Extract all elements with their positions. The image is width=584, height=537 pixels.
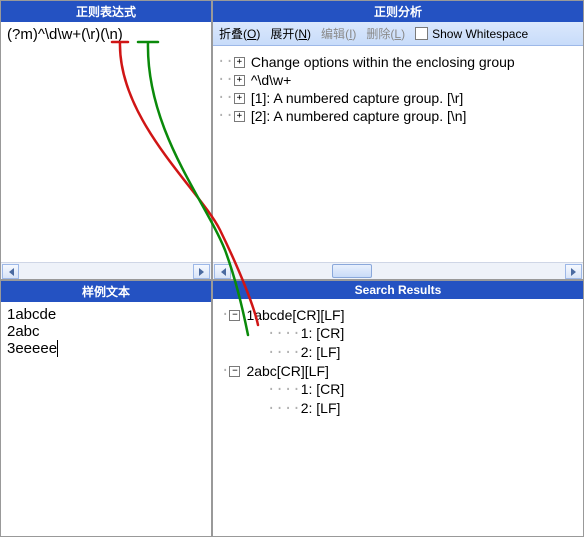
tree-line: ·· [217,108,234,124]
results-body: ·1abcde[CR][LF]····1: [CR]····2: [LF]·2a… [213,299,583,536]
result-child[interactable]: ····1: [CR] [221,325,575,342]
expand-label: 展开 [270,27,294,41]
tree-node[interactable]: ·· Change options within the enclosing gr… [217,54,579,70]
sample-line: 1abcde [7,306,205,323]
scroll-right-button[interactable] [193,264,210,279]
edit-label: 编辑 [321,27,345,41]
result-child-label: 1: [CR] [301,325,345,341]
checkbox-icon [415,27,428,40]
result-node[interactable]: · 1abcde[CR][LF] [221,307,575,323]
analysis-hscroll[interactable] [213,262,583,279]
collapse-icon[interactable] [229,310,240,321]
result-child-label: 2: [LF] [301,400,341,416]
delete-accel: L [394,27,401,41]
result-label: 1abcde[CR][LF] [246,307,344,323]
tree-label: ^\d\w+ [251,72,291,88]
tree-line: · [221,307,229,323]
sample-text-area[interactable]: 1abcde2abc3eeeee [1,302,211,536]
expand-button[interactable]: 展开(N) [270,25,311,42]
result-child[interactable]: ····2: [LF] [221,400,575,417]
panel-sample: 样例文本 1abcde2abc3eeeee [0,280,212,537]
tree-line: · [221,363,229,379]
result-node[interactable]: · 2abc[CR][LF] [221,363,575,379]
show-whitespace-checkbox[interactable]: Show Whitespace [415,27,528,41]
analysis-tree[interactable]: ·· Change options within the enclosing gr… [213,46,583,130]
analysis-toolbar: 折叠(O) 展开(N) 编辑(I) 删除(L) Show Whitespace [213,22,583,46]
panel-title-regex: 正则表达式 [1,1,211,22]
tree-node[interactable]: ·· ^\d\w+ [217,72,579,88]
delete-button: 删除(L) [366,25,405,42]
scroll-track[interactable] [20,264,192,278]
scroll-left-button[interactable] [2,264,19,279]
sample-line: 3eeeee [7,340,205,357]
regex-prefix: (?m)^\d\w+ [7,26,81,43]
collapse-icon[interactable] [229,366,240,377]
show-whitespace-label: Show Whitespace [432,27,528,41]
regex-expression[interactable]: (?m)^\d\w+(\r)(\n) [1,22,211,47]
regex-group-2: (\n) [100,26,123,43]
scroll-left-button[interactable] [214,264,231,279]
results-tree[interactable]: ·1abcde[CR][LF]····1: [CR]····2: [LF]·2a… [213,299,583,425]
tree-line: ·· [217,54,234,70]
expand-icon[interactable] [234,75,245,86]
result-child[interactable]: ····2: [LF] [221,344,575,361]
tree-label: [1]: A numbered capture group. [\r] [251,90,463,106]
regex-group-1: (\r) [81,26,100,43]
expand-icon[interactable] [234,111,245,122]
panel-regex: 正则表达式 (?m)^\d\w+(\r)(\n) [0,0,212,280]
regex-body: (?m)^\d\w+(\r)(\n) [1,22,211,262]
panel-results: Search Results ·1abcde[CR][LF]····1: [CR… [212,280,584,537]
tree-line: ···· [267,345,301,361]
tree-label: Change options within the enclosing grou… [251,54,515,70]
delete-label: 删除 [366,27,390,41]
tree-line: ·· [217,90,234,106]
tree-line: ···· [267,401,301,417]
tree-line: ···· [267,326,301,342]
scroll-track[interactable] [232,264,564,278]
panel-title-sample: 样例文本 [1,281,211,302]
sample-line: 2abc [7,323,205,340]
analysis-body: ·· Change options within the enclosing gr… [213,46,583,262]
tree-line: ·· [217,72,234,88]
result-child[interactable]: ····1: [CR] [221,381,575,398]
edit-button: 编辑(I) [321,25,356,42]
expand-icon[interactable] [234,57,245,68]
collapse-label: 折叠 [219,27,243,41]
text-caret [57,340,58,357]
panel-title-results: Search Results [213,281,583,299]
result-label: 2abc[CR][LF] [246,363,328,379]
result-child-label: 2: [LF] [301,344,341,360]
regex-hscroll[interactable] [1,262,211,279]
panel-analysis: 正则分析 折叠(O) 展开(N) 编辑(I) 删除(L) Show Whites… [212,0,584,280]
panel-title-analysis: 正则分析 [213,1,583,22]
tree-line: ···· [267,382,301,398]
collapse-button[interactable]: 折叠(O) [219,25,260,42]
tree-node[interactable]: ·· [2]: A numbered capture group. [\n] [217,108,579,124]
tree-label: [2]: A numbered capture group. [\n] [251,108,467,124]
scroll-thumb[interactable] [332,264,372,278]
result-child-label: 1: [CR] [301,381,345,397]
tree-node[interactable]: ·· [1]: A numbered capture group. [\r] [217,90,579,106]
expand-icon[interactable] [234,93,245,104]
edit-accel: I [349,27,352,41]
scroll-right-button[interactable] [565,264,582,279]
expand-accel: N [298,27,307,41]
collapse-accel: O [247,27,256,41]
